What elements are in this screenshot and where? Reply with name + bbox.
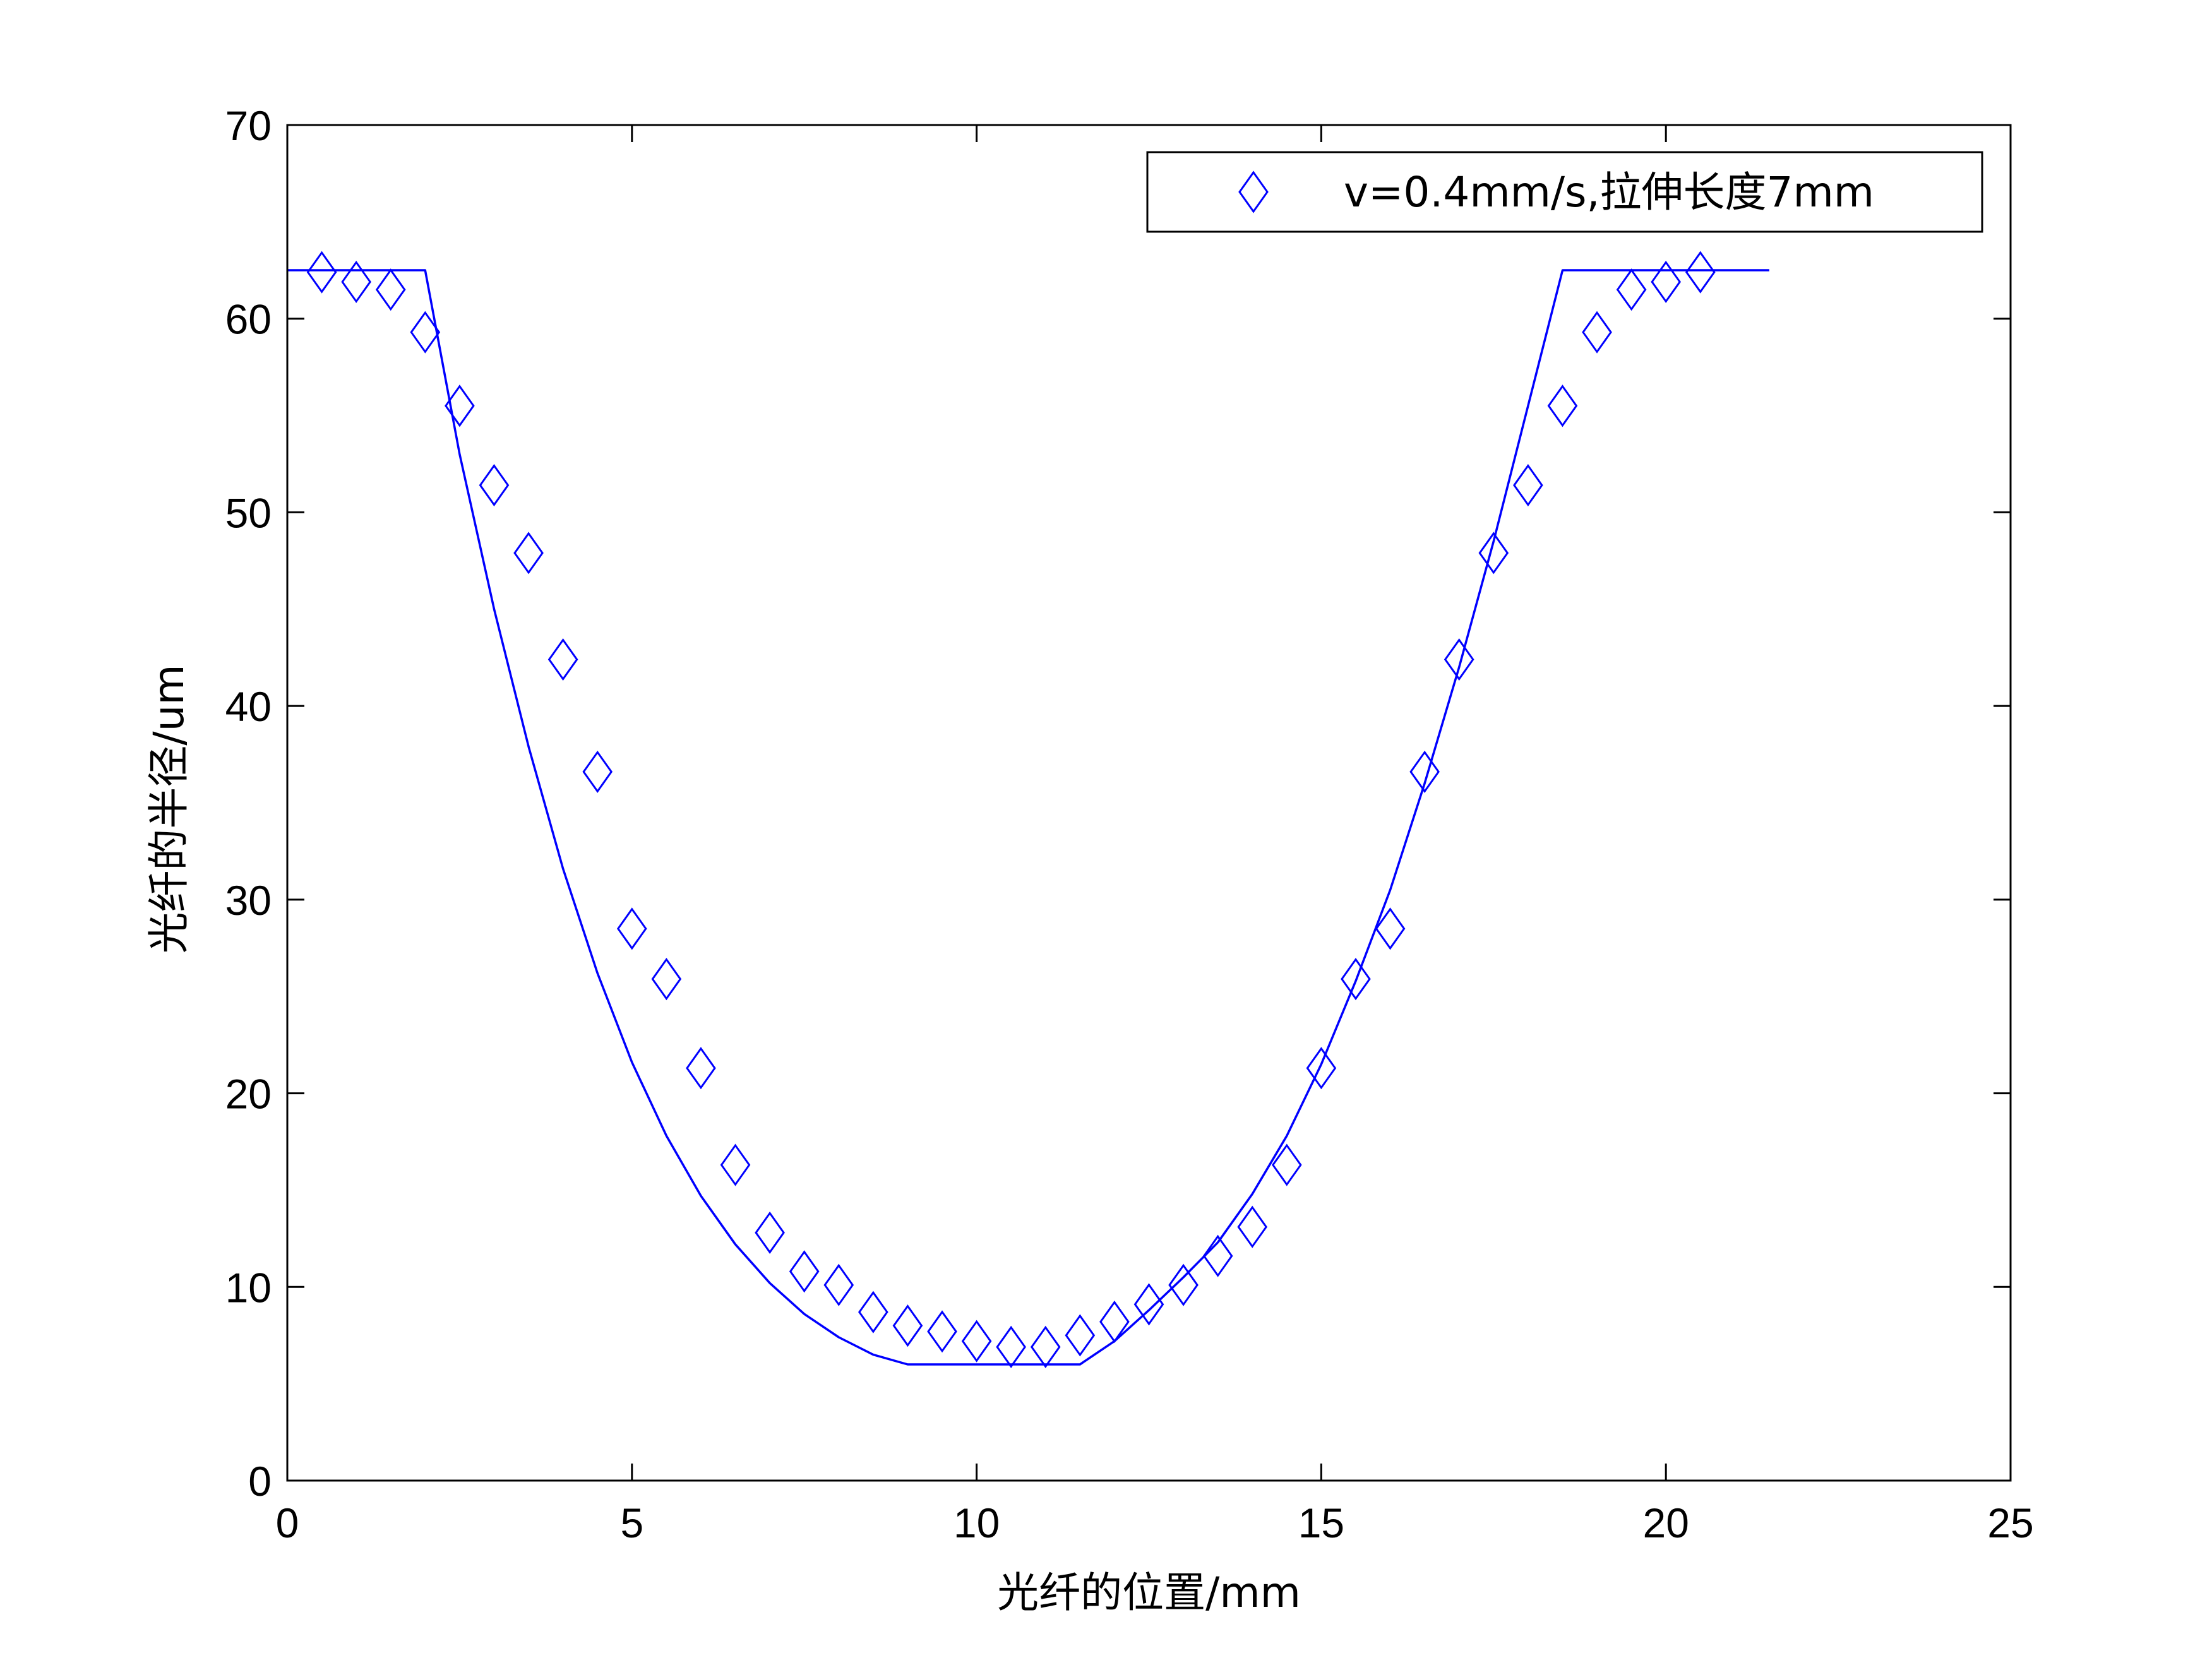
data-point-diamond xyxy=(375,268,406,311)
data-point-diamond xyxy=(341,260,371,304)
x-tick-label: 10 xyxy=(954,1500,1000,1546)
plot-frame xyxy=(286,124,2012,1482)
data-point-diamond xyxy=(1375,907,1406,950)
y-tick-label: 70 xyxy=(225,102,272,149)
data-point-diamond xyxy=(1237,1205,1268,1248)
data-point-diamond xyxy=(1306,1047,1337,1090)
data-point-diamond xyxy=(1444,638,1474,681)
data-point-diamond xyxy=(755,1211,785,1255)
data-point-diamond xyxy=(1168,1263,1199,1306)
data-point-diamond xyxy=(513,532,544,575)
data-point-diamond xyxy=(823,1263,854,1306)
data-point-diamond xyxy=(1099,1300,1130,1344)
data-point-diamond xyxy=(1582,311,1612,354)
data-point-diamond xyxy=(410,311,441,354)
data-point-diamond xyxy=(789,1250,820,1293)
data-point-diamond xyxy=(927,1310,957,1353)
y-tick-label: 0 xyxy=(248,1458,272,1505)
data-point-diamond xyxy=(1065,1314,1096,1357)
data-point-diamond xyxy=(1685,251,1716,294)
data-point-diamond xyxy=(1030,1325,1061,1368)
legend-box xyxy=(1146,151,1983,233)
data-point-diamond xyxy=(616,907,647,950)
ticks-layer: 0 5 10 15 20 25 0 10 20 30 40 50 60 70 xyxy=(225,102,2034,1546)
plot-area xyxy=(287,125,2011,1481)
y-tick-label: 10 xyxy=(225,1264,272,1311)
data-point-diamond xyxy=(1409,750,1440,794)
data-point-diamond xyxy=(479,463,510,507)
y-tick-label: 50 xyxy=(225,489,272,536)
x-tick-label: 5 xyxy=(620,1500,643,1546)
data-point-diamond xyxy=(686,1047,716,1090)
legend-entry-label: v=0.4mm/s,拉伸长度7mm xyxy=(1344,168,1874,217)
data-point-diamond xyxy=(306,251,337,294)
data-point-diamond xyxy=(961,1320,992,1363)
y-tick-label: 20 xyxy=(225,1071,272,1118)
legend-marker-diamond xyxy=(1238,170,1269,213)
data-point-diamond xyxy=(1341,958,1371,1001)
data-point-diamond xyxy=(445,385,475,427)
x-axis-label: 光纤的位置/mm xyxy=(997,1568,1301,1617)
y-axis-label: 光纤的半径/um xyxy=(145,664,193,953)
data-point-diamond xyxy=(1478,532,1509,575)
fit-curve-line xyxy=(287,269,1769,1366)
data-point-diamond xyxy=(547,638,578,681)
data-point-diamond xyxy=(1513,463,1543,507)
data-point-diamond xyxy=(1133,1283,1164,1326)
data-point-diamond xyxy=(1547,385,1578,427)
x-tick-label: 15 xyxy=(1298,1500,1344,1546)
data-point-diamond xyxy=(858,1291,888,1333)
marker-layer xyxy=(306,251,1716,1368)
x-tick-label: 0 xyxy=(276,1500,299,1546)
y-tick-label: 40 xyxy=(225,683,272,730)
data-point-diamond xyxy=(1616,268,1647,311)
y-tick-label: 60 xyxy=(225,296,272,343)
data-point-diamond xyxy=(1271,1143,1302,1186)
y-tick-label: 30 xyxy=(225,877,272,924)
line-layer xyxy=(287,269,1769,1366)
data-point-diamond xyxy=(892,1304,923,1347)
data-point-diamond xyxy=(720,1143,751,1186)
data-point-diamond xyxy=(1651,260,1682,304)
legend: v=0.4mm/s,拉伸长度7mm xyxy=(1146,151,1983,233)
data-point-diamond xyxy=(996,1325,1027,1368)
x-tick-label: 25 xyxy=(1987,1500,2033,1546)
data-point-diamond xyxy=(582,750,613,794)
data-point-diamond xyxy=(651,958,682,1001)
x-tick-label: 20 xyxy=(1642,1500,1689,1546)
data-point-diamond xyxy=(1202,1234,1233,1277)
